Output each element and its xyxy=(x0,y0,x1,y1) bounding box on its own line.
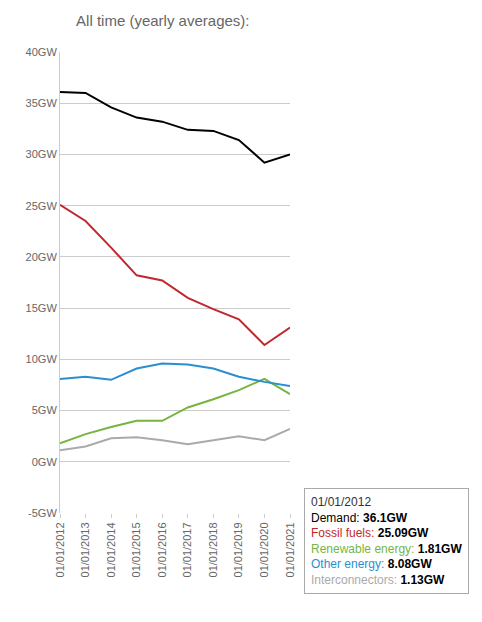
svg-text:01/01/2016: 01/01/2016 xyxy=(156,522,168,577)
svg-text:All time (yearly averages):: All time (yearly averages): xyxy=(76,12,249,29)
svg-text:01/01/2013: 01/01/2013 xyxy=(79,522,91,577)
svg-text:10GW: 10GW xyxy=(26,353,58,365)
svg-text:30GW: 30GW xyxy=(26,148,58,160)
svg-text:01/01/2015: 01/01/2015 xyxy=(130,522,142,577)
svg-text:01/01/2019: 01/01/2019 xyxy=(232,522,244,577)
svg-text:01/01/2012: 01/01/2012 xyxy=(54,522,66,577)
svg-text:20GW: 20GW xyxy=(26,251,58,263)
svg-text:01/01/2021: 01/01/2021 xyxy=(284,522,296,577)
svg-text:15GW: 15GW xyxy=(26,302,58,314)
svg-text:01/01/2017: 01/01/2017 xyxy=(181,522,193,577)
svg-text:01/01/2018: 01/01/2018 xyxy=(207,522,219,577)
svg-text:-5GW: -5GW xyxy=(28,507,57,519)
svg-text:25GW: 25GW xyxy=(26,200,58,212)
svg-text:0GW: 0GW xyxy=(32,456,58,468)
svg-text:40GW: 40GW xyxy=(26,46,58,58)
svg-text:5GW: 5GW xyxy=(32,404,58,416)
svg-text:01/01/2020: 01/01/2020 xyxy=(258,522,270,577)
svg-text:35GW: 35GW xyxy=(26,97,58,109)
svg-text:01/01/2012Demand: 36.1GWFossil: 01/01/2012Demand: 36.1GWFossil fuels: 25… xyxy=(311,495,462,587)
svg-text:01/01/2014: 01/01/2014 xyxy=(105,522,117,577)
